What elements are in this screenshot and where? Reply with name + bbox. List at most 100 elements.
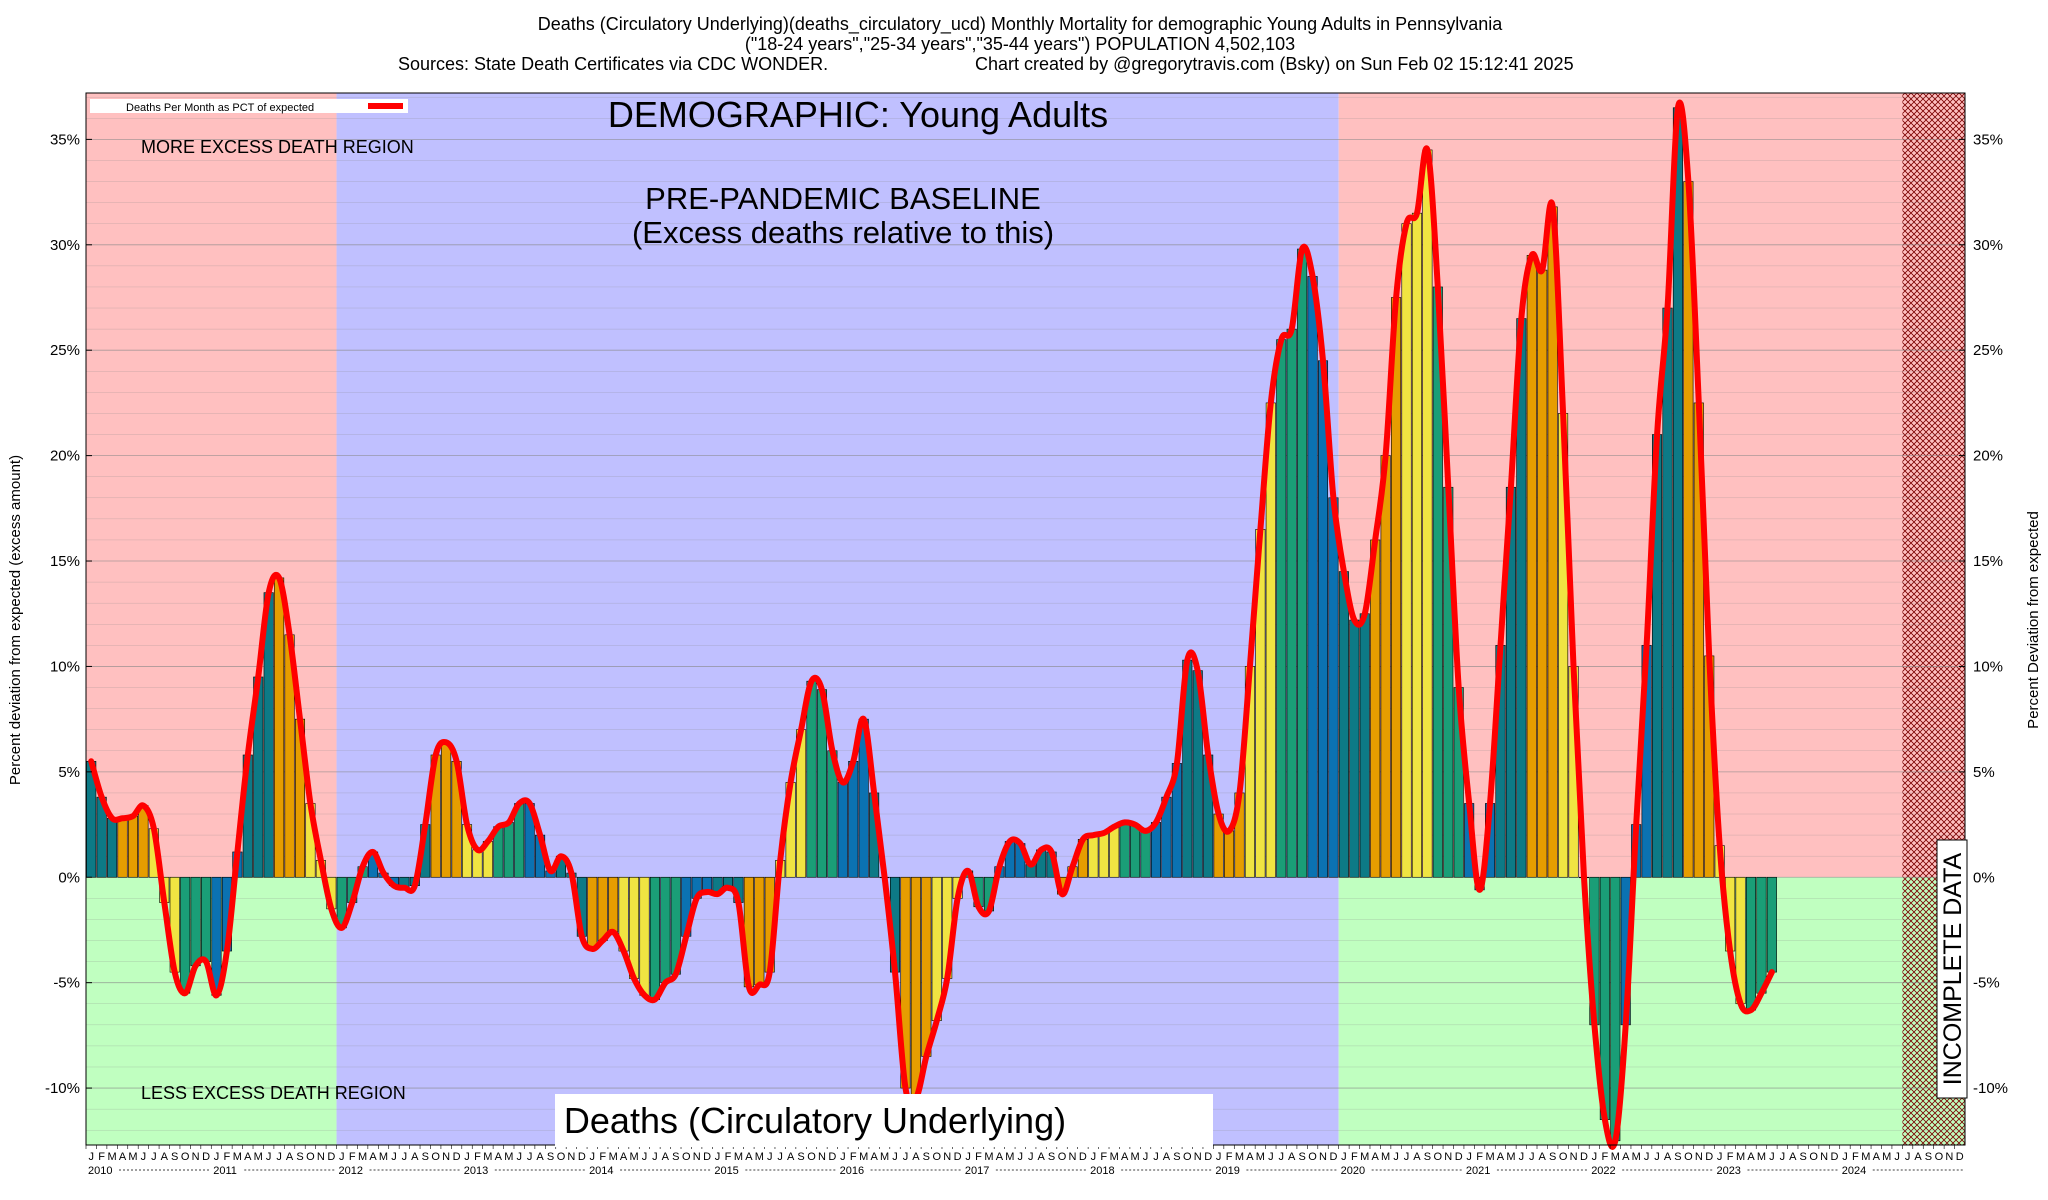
x-month-label: D — [202, 1151, 210, 1163]
x-month-label: J — [1018, 1151, 1024, 1163]
x-month-label: N — [1945, 1151, 1953, 1163]
x-month-label: J — [266, 1151, 272, 1163]
x-month-label: N — [1319, 1151, 1327, 1163]
x-month-label: J — [1905, 1151, 1911, 1163]
x-month-label: M — [609, 1151, 618, 1163]
incomplete-data-label-group: INCOMPLETE DATA — [1936, 839, 1968, 1099]
x-month-label: J — [1393, 1151, 1399, 1163]
x-month-label: S — [1173, 1151, 1180, 1163]
chart-title-line2: ("18-24 years","25-34 years","35-44 year… — [745, 34, 1295, 54]
x-month-label: M — [1235, 1151, 1244, 1163]
bar — [806, 680, 817, 878]
x-month-label: A — [912, 1151, 920, 1163]
y-tick-label-left: -5% — [53, 975, 80, 992]
x-month-label: J — [527, 1151, 533, 1163]
bar — [1307, 276, 1318, 878]
x-month-label: J — [1529, 1151, 1535, 1163]
bar — [1297, 248, 1308, 878]
less-excess-label: LESS EXCESS DEATH REGION — [141, 1083, 406, 1103]
x-month-label: J — [1842, 1151, 1848, 1163]
x-month-label: M — [1632, 1151, 1641, 1163]
x-month-label: N — [1820, 1151, 1828, 1163]
x-month-label: N — [693, 1151, 701, 1163]
baseline-region — [336, 93, 1339, 1145]
x-month-label: F — [1100, 1151, 1107, 1163]
x-month-label: J — [516, 1151, 522, 1163]
x-month-label: J — [642, 1151, 648, 1163]
x-month-label: A — [870, 1151, 878, 1163]
bar — [1119, 822, 1130, 878]
x-month-label: D — [1204, 1151, 1212, 1163]
x-month-label: D — [1705, 1151, 1713, 1163]
x-month-label: F — [850, 1151, 857, 1163]
x-month-label: S — [672, 1151, 679, 1163]
background-regions — [86, 93, 1965, 1145]
x-month-label: M — [358, 1151, 367, 1163]
x-month-label: M — [504, 1151, 513, 1163]
x-month-label: M — [1861, 1151, 1870, 1163]
bar — [1088, 834, 1099, 878]
x-month-label: J — [840, 1151, 846, 1163]
y-axis-title-right: Percent Deviation from expected — [2025, 511, 2042, 729]
x-month-label: M — [984, 1151, 993, 1163]
y-tick-label-right: -5% — [1973, 975, 2000, 992]
x-month-label: J — [1519, 1151, 1525, 1163]
x-month-label: F — [1351, 1151, 1358, 1163]
x-month-label: A — [1413, 1151, 1421, 1163]
x-month-label: M — [1736, 1151, 1745, 1163]
x-month-label: A — [1246, 1151, 1254, 1163]
x-month-label: F — [224, 1151, 231, 1163]
bar — [180, 876, 191, 994]
x-month-label: M — [880, 1151, 889, 1163]
x-month-label: D — [1455, 1151, 1463, 1163]
x-month-label: S — [1424, 1151, 1431, 1163]
bar — [472, 849, 483, 878]
x-month-label: M — [1381, 1151, 1390, 1163]
x-month-label: J — [1780, 1151, 1786, 1163]
x-month-label: A — [745, 1151, 753, 1163]
x-month-label: J — [965, 1151, 971, 1163]
x-month-label: J — [652, 1151, 658, 1163]
bottom-title: Deaths (Circulatory Underlying) — [564, 1100, 1066, 1141]
x-month-label: N — [192, 1151, 200, 1163]
x-month-label: F — [599, 1151, 606, 1163]
bar — [1286, 328, 1297, 878]
x-month-label: D — [578, 1151, 586, 1163]
y-tick-label-left: 35% — [50, 131, 80, 148]
x-month-label: O — [1308, 1151, 1317, 1163]
x-year-label: 2024 — [1842, 1165, 1866, 1177]
bar — [639, 876, 650, 996]
x-month-label: A — [1121, 1151, 1129, 1163]
x-year-label: 2012 — [339, 1165, 363, 1177]
x-month-label: A — [495, 1151, 503, 1163]
x-month-label: J — [777, 1151, 783, 1163]
bar — [608, 876, 619, 933]
x-month-label: O — [306, 1151, 315, 1163]
x-month-label: J — [1028, 1151, 1034, 1163]
bar — [649, 876, 660, 1000]
x-month-label: D — [1329, 1151, 1337, 1163]
x-month-label: J — [715, 1151, 721, 1163]
bar — [1140, 830, 1151, 878]
x-month-label: M — [1005, 1151, 1014, 1163]
x-month-label: J — [88, 1151, 94, 1163]
bar — [837, 782, 848, 878]
y-axis-left: -10% -5% 0% 5% 10% 15% 20% 25% 30% 35% — [45, 131, 92, 1097]
x-month-label: N — [317, 1151, 325, 1163]
y-axis-title-left: Percent deviation from expected (excess … — [7, 455, 24, 785]
x-month-label: J — [1592, 1151, 1598, 1163]
x-month-label: N — [1695, 1151, 1703, 1163]
x-month-label: A — [996, 1151, 1004, 1163]
bar — [1098, 832, 1109, 878]
x-year-label: 2019 — [1215, 1165, 1239, 1177]
bar — [1526, 255, 1537, 878]
x-month-label: D — [1956, 1151, 1964, 1163]
y-tick-label-right: 0% — [1973, 869, 1995, 886]
x-month-label: D — [1079, 1151, 1087, 1163]
x-month-label: A — [1372, 1151, 1380, 1163]
x-month-label: A — [244, 1151, 252, 1163]
x-year-label: 2021 — [1466, 1165, 1490, 1177]
x-month-label: A — [1037, 1151, 1045, 1163]
x-month-label: M — [483, 1151, 492, 1163]
x-month-label: A — [1622, 1151, 1630, 1163]
